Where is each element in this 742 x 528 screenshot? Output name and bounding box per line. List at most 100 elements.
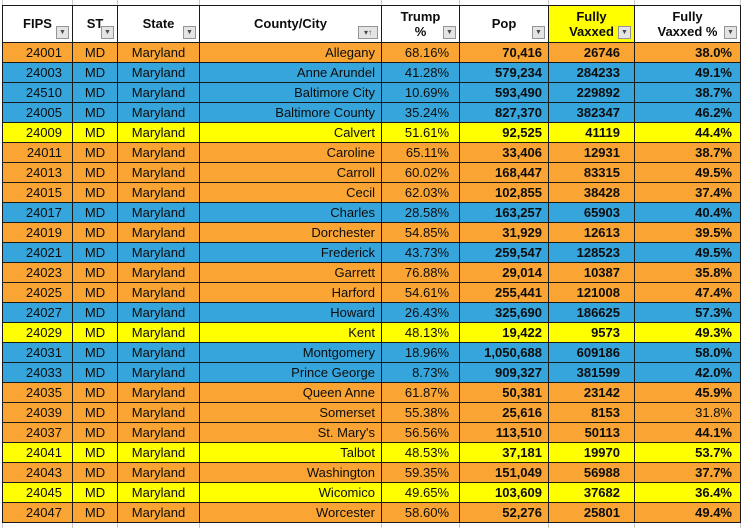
filter-dropdown-icon[interactable]: ▼ xyxy=(443,26,456,39)
cell-fully_vaxxed_pct[interactable]: 49.3% xyxy=(634,322,741,343)
cell-county[interactable]: Allegany xyxy=(199,42,382,63)
cell-fully_vaxxed[interactable]: 38428 xyxy=(548,182,635,203)
cell-st[interactable]: MD xyxy=(72,322,118,343)
cell-st[interactable]: MD xyxy=(72,222,118,243)
cell-state[interactable]: Maryland xyxy=(117,462,200,483)
cell-trump_pct[interactable]: 58.60% xyxy=(381,502,460,523)
cell-fully_vaxxed[interactable]: 12931 xyxy=(548,142,635,163)
cell-county[interactable]: Washington xyxy=(199,462,382,483)
cell-pop[interactable]: 151,049 xyxy=(459,462,549,483)
cell-state[interactable]: Maryland xyxy=(117,302,200,323)
cell-trump_pct[interactable]: 56.56% xyxy=(381,422,460,443)
cell-fully_vaxxed_pct[interactable]: 45.9% xyxy=(634,382,741,403)
cell-state[interactable]: Maryland xyxy=(117,122,200,143)
cell-trump_pct[interactable]: 48.53% xyxy=(381,442,460,463)
cell-county[interactable]: Anne Arundel xyxy=(199,62,382,83)
cell-trump_pct[interactable]: 26.43% xyxy=(381,302,460,323)
cell-trump_pct[interactable]: 59.35% xyxy=(381,462,460,483)
cell-pop[interactable]: 1,050,688 xyxy=(459,342,549,363)
cell-county[interactable]: Howard xyxy=(199,302,382,323)
cell-fips[interactable]: 24027 xyxy=(2,302,73,323)
cell-county[interactable]: Prince George xyxy=(199,362,382,383)
cell-county[interactable]: Worcester xyxy=(199,502,382,523)
cell-st[interactable]: MD xyxy=(72,502,118,523)
cell-pop[interactable]: 37,181 xyxy=(459,442,549,463)
cell-fully_vaxxed_pct[interactable]: 37.7% xyxy=(634,462,741,483)
cell-pop[interactable]: 33,406 xyxy=(459,142,549,163)
cell-trump_pct[interactable]: 68.16% xyxy=(381,42,460,63)
cell-county[interactable]: Queen Anne xyxy=(199,382,382,403)
cell-fully_vaxxed[interactable]: 121008 xyxy=(548,282,635,303)
cell-county[interactable]: Kent xyxy=(199,322,382,343)
filter-dropdown-icon[interactable]: ▼ xyxy=(56,26,69,39)
cell-fully_vaxxed[interactable]: 26746 xyxy=(548,42,635,63)
cell-pop[interactable]: 593,490 xyxy=(459,82,549,103)
cell-county[interactable]: Calvert xyxy=(199,122,382,143)
cell-fips[interactable]: 24039 xyxy=(2,402,73,423)
cell-st[interactable]: MD xyxy=(72,482,118,503)
cell-state[interactable]: Maryland xyxy=(117,382,200,403)
cell-pop[interactable]: 70,416 xyxy=(459,42,549,63)
cell-trump_pct[interactable]: 18.96% xyxy=(381,342,460,363)
cell-fully_vaxxed[interactable]: 41119 xyxy=(548,122,635,143)
cell-st[interactable]: MD xyxy=(72,422,118,443)
cell-fully_vaxxed_pct[interactable]: 57.3% xyxy=(634,302,741,323)
cell-fips[interactable]: 24023 xyxy=(2,262,73,283)
cell-fully_vaxxed[interactable]: 8153 xyxy=(548,402,635,423)
cell-fully_vaxxed_pct[interactable]: 38.0% xyxy=(634,42,741,63)
cell-st[interactable]: MD xyxy=(72,462,118,483)
cell-st[interactable]: MD xyxy=(72,242,118,263)
cell-fips[interactable]: 24041 xyxy=(2,442,73,463)
cell-st[interactable]: MD xyxy=(72,282,118,303)
cell-county[interactable]: Garrett xyxy=(199,262,382,283)
cell-fully_vaxxed_pct[interactable]: 49.4% xyxy=(634,502,741,523)
cell-fully_vaxxed_pct[interactable]: 36.4% xyxy=(634,482,741,503)
col-header-county-city[interactable]: County/City ▾↑ xyxy=(199,5,382,43)
cell-state[interactable]: Maryland xyxy=(117,162,200,183)
cell-fips[interactable]: 24033 xyxy=(2,362,73,383)
col-header-state[interactable]: State ▼ xyxy=(117,5,200,43)
cell-county[interactable]: Talbot xyxy=(199,442,382,463)
cell-st[interactable]: MD xyxy=(72,442,118,463)
cell-fully_vaxxed[interactable]: 382347 xyxy=(548,102,635,123)
cell-fully_vaxxed[interactable]: 83315 xyxy=(548,162,635,183)
col-header-fully-vaxxed-pct[interactable]: Fully Vaxxed % ▼ xyxy=(634,5,741,43)
cell-fips[interactable]: 24037 xyxy=(2,422,73,443)
cell-st[interactable]: MD xyxy=(72,182,118,203)
cell-trump_pct[interactable]: 65.11% xyxy=(381,142,460,163)
col-header-pop[interactable]: Pop ▼ xyxy=(459,5,549,43)
cell-fully_vaxxed_pct[interactable]: 39.5% xyxy=(634,222,741,243)
cell-trump_pct[interactable]: 28.58% xyxy=(381,202,460,223)
cell-fully_vaxxed_pct[interactable]: 44.4% xyxy=(634,122,741,143)
cell-fully_vaxxed[interactable]: 12613 xyxy=(548,222,635,243)
sort-ascending-filter-icon[interactable]: ▾↑ xyxy=(358,26,378,39)
filter-dropdown-icon[interactable]: ▼ xyxy=(183,26,196,39)
cell-state[interactable]: Maryland xyxy=(117,502,200,523)
cell-fully_vaxxed[interactable]: 9573 xyxy=(548,322,635,343)
cell-state[interactable]: Maryland xyxy=(117,402,200,423)
col-header-st[interactable]: ST ▼ xyxy=(72,5,118,43)
cell-trump_pct[interactable]: 43.73% xyxy=(381,242,460,263)
cell-county[interactable]: Dorchester xyxy=(199,222,382,243)
cell-st[interactable]: MD xyxy=(72,42,118,63)
cell-trump_pct[interactable]: 10.69% xyxy=(381,82,460,103)
cell-fully_vaxxed[interactable]: 50113 xyxy=(548,422,635,443)
cell-pop[interactable]: 113,510 xyxy=(459,422,549,443)
cell-state[interactable]: Maryland xyxy=(117,102,200,123)
cell-fully_vaxxed_pct[interactable]: 49.1% xyxy=(634,62,741,83)
cell-pop[interactable]: 102,855 xyxy=(459,182,549,203)
cell-trump_pct[interactable]: 61.87% xyxy=(381,382,460,403)
cell-fully_vaxxed_pct[interactable]: 53.7% xyxy=(634,442,741,463)
cell-county[interactable]: Wicomico xyxy=(199,482,382,503)
filter-dropdown-icon[interactable]: ▼ xyxy=(618,26,631,39)
cell-state[interactable]: Maryland xyxy=(117,282,200,303)
cell-st[interactable]: MD xyxy=(72,102,118,123)
cell-pop[interactable]: 168,447 xyxy=(459,162,549,183)
cell-pop[interactable]: 827,370 xyxy=(459,102,549,123)
cell-fully_vaxxed[interactable]: 284233 xyxy=(548,62,635,83)
cell-county[interactable]: Montgomery xyxy=(199,342,382,363)
cell-trump_pct[interactable]: 41.28% xyxy=(381,62,460,83)
cell-fips[interactable]: 24001 xyxy=(2,42,73,63)
cell-pop[interactable]: 909,327 xyxy=(459,362,549,383)
cell-st[interactable]: MD xyxy=(72,162,118,183)
